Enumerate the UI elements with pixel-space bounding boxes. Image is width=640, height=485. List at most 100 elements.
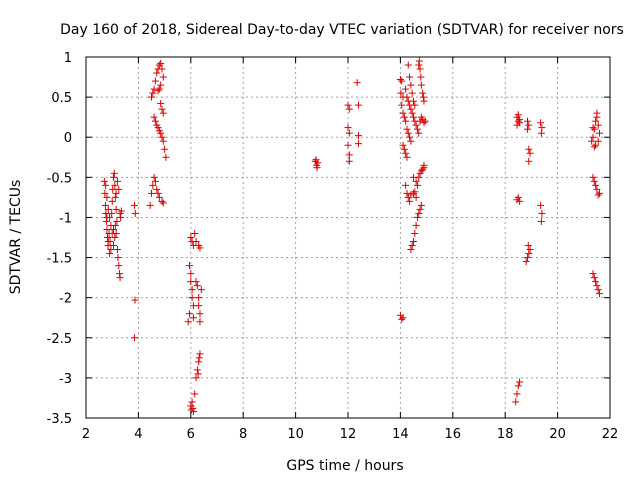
data-point — [516, 116, 524, 124]
data-point — [415, 173, 423, 181]
data-point — [113, 177, 121, 185]
data-point — [524, 242, 532, 250]
data-point — [103, 193, 111, 201]
data-point — [103, 213, 111, 221]
data-point — [158, 197, 166, 205]
data-point — [117, 207, 125, 215]
data-point — [590, 274, 598, 282]
data-point — [514, 111, 522, 119]
data-point — [513, 196, 521, 204]
data-point — [158, 105, 166, 113]
data-point — [184, 318, 192, 326]
data-point — [538, 124, 546, 132]
data-point — [402, 181, 410, 189]
data-point — [514, 117, 522, 125]
data-point — [596, 290, 604, 298]
data-point — [596, 129, 604, 137]
data-point — [419, 93, 427, 101]
data-point — [525, 145, 533, 153]
data-point — [402, 85, 410, 93]
data-point — [110, 225, 118, 233]
data-point — [400, 113, 408, 121]
data-point — [407, 137, 415, 145]
data-point — [196, 310, 204, 318]
data-point — [526, 246, 534, 254]
data-point — [396, 75, 404, 83]
data-point — [416, 65, 424, 73]
data-point — [590, 125, 598, 133]
data-point — [130, 201, 138, 209]
data-point — [406, 197, 414, 205]
data-point — [516, 378, 524, 386]
data-point — [112, 229, 120, 237]
data-point — [154, 189, 162, 197]
data-point — [114, 254, 122, 262]
data-point — [404, 61, 412, 69]
data-point — [111, 193, 119, 201]
data-point — [131, 296, 139, 304]
data-point — [113, 246, 121, 254]
data-point — [415, 209, 423, 217]
x-tick-label: 2 — [82, 427, 90, 442]
data-point — [417, 73, 425, 81]
data-point — [402, 149, 410, 157]
data-point — [148, 93, 155, 101]
data-point — [593, 282, 601, 290]
data-point — [590, 143, 598, 151]
data-point — [109, 185, 117, 193]
data-point — [590, 177, 598, 185]
data-point — [191, 390, 199, 398]
data-point — [526, 149, 534, 157]
data-point — [408, 89, 416, 97]
axis-ticks — [85, 56, 611, 419]
data-point — [592, 141, 600, 149]
data-point — [412, 193, 420, 201]
data-point — [402, 117, 410, 125]
data-point — [111, 181, 119, 189]
data-point — [102, 217, 110, 225]
data-point — [596, 189, 604, 197]
data-point — [151, 117, 159, 125]
data-point — [130, 334, 138, 342]
data-point — [589, 173, 597, 181]
data-point — [420, 97, 428, 105]
data-point — [116, 274, 124, 282]
data-point — [153, 69, 161, 77]
data-point — [408, 109, 416, 117]
data-point — [415, 61, 423, 69]
data-point — [523, 117, 531, 125]
x-tick-label: 4 — [134, 427, 142, 442]
y-tick-label: -0.5 — [47, 171, 72, 186]
data-point — [589, 124, 597, 132]
data-point — [419, 165, 427, 173]
data-points — [100, 57, 604, 416]
data-point — [187, 270, 195, 278]
data-point — [195, 358, 203, 366]
data-point — [345, 157, 353, 165]
data-point — [101, 201, 109, 209]
y-tick-label: -3.5 — [47, 412, 72, 427]
y-tick-label: -1.5 — [47, 252, 72, 267]
data-point — [419, 89, 427, 97]
data-point — [149, 89, 157, 97]
data-point — [594, 286, 602, 294]
data-point — [537, 217, 545, 225]
x-tick-label: 16 — [445, 427, 462, 442]
data-point — [398, 315, 406, 323]
data-point — [115, 262, 123, 270]
data-point — [354, 140, 362, 148]
data-point — [417, 81, 425, 89]
data-point — [403, 93, 411, 101]
data-point — [523, 254, 531, 262]
data-point — [107, 246, 115, 254]
data-point — [537, 201, 545, 209]
data-point — [104, 238, 112, 246]
data-point — [102, 181, 110, 189]
data-point — [188, 294, 196, 302]
chart-title: Day 160 of 2018, Sidereal Day-to-day VTE… — [60, 22, 624, 38]
data-point — [399, 109, 407, 117]
data-point — [189, 408, 197, 416]
data-point — [413, 213, 421, 221]
data-point — [110, 169, 118, 177]
data-point — [188, 398, 196, 406]
